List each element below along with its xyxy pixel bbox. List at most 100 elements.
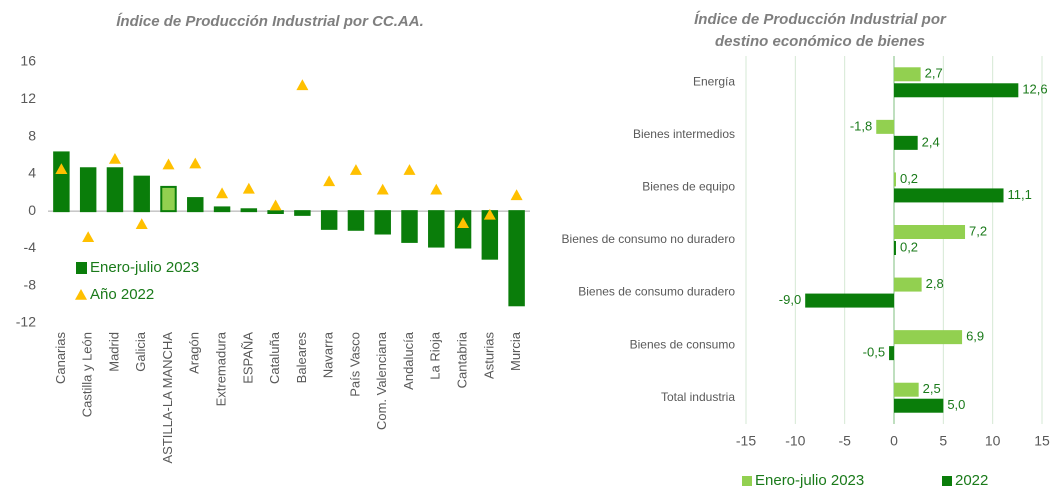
- data-label: -1,8: [850, 118, 872, 133]
- title-line: Índice de Producción Industrial por: [694, 11, 947, 28]
- data-label: 2,7: [925, 66, 943, 81]
- marker: [430, 183, 443, 195]
- data-label: 0,2: [900, 239, 918, 254]
- data-label: 5,0: [947, 397, 965, 412]
- bar: [133, 175, 150, 213]
- y-tick-label: 16: [20, 53, 36, 69]
- bar: [894, 172, 896, 187]
- x-tick-label: Baleares: [294, 332, 309, 384]
- marker: [510, 189, 523, 201]
- x-tick-label: -15: [736, 433, 756, 449]
- marker: [55, 163, 68, 174]
- bar: [454, 210, 472, 249]
- bar: [106, 167, 124, 213]
- y-tick-label: -4: [24, 239, 37, 255]
- bar: [894, 83, 1019, 98]
- marker: [242, 182, 255, 194]
- bar: [320, 210, 338, 230]
- x-tick-label: Andalucía: [401, 331, 416, 390]
- y-tick-label: -8: [24, 276, 37, 292]
- y-tick-label: Bienes de equipo: [642, 180, 735, 194]
- x-tick-label: Navarra: [321, 331, 336, 378]
- y-tick-label: Bienes de consumo no duradero: [562, 232, 736, 246]
- legend-swatch: [75, 289, 87, 300]
- marker: [483, 208, 496, 220]
- bar: [213, 206, 231, 213]
- marker: [457, 217, 470, 229]
- bar: [53, 151, 70, 213]
- x-tick-label: Cataluña: [267, 331, 282, 384]
- y-tick-label: Energía: [693, 74, 735, 88]
- bar: [187, 197, 204, 213]
- x-tick-label: Aragón: [187, 332, 202, 374]
- marker: [162, 158, 175, 170]
- y-tick-label: Bienes intermedios: [633, 127, 735, 141]
- x-tick-label: ASTILLA-LA MANCHA: [160, 332, 175, 464]
- title-line: destino económico de bienes: [715, 33, 925, 50]
- marker: [189, 157, 202, 169]
- y-tick-label: 0: [28, 202, 36, 218]
- bar: [79, 167, 97, 213]
- data-label: -0,5: [863, 345, 885, 360]
- bar: [889, 346, 894, 361]
- x-tick-label: 5: [939, 433, 947, 449]
- bar: [160, 185, 177, 213]
- x-tick-label: 10: [985, 433, 1001, 449]
- marker: [323, 175, 336, 187]
- x-tick-label: -10: [785, 433, 805, 449]
- bar: [267, 210, 284, 215]
- bar: [805, 293, 894, 308]
- marker: [376, 183, 389, 195]
- legend-swatch: [742, 476, 752, 486]
- bar: [876, 119, 894, 134]
- bar: [240, 208, 258, 213]
- y-tick-label: -12: [16, 314, 36, 330]
- bar: [894, 135, 918, 150]
- x-tick-label: Asturias: [481, 332, 496, 379]
- x-tick-label: Galicia: [133, 331, 148, 372]
- bar: [894, 382, 919, 397]
- y-tick-label: 12: [20, 90, 36, 106]
- x-tick-label: ESPAÑA: [240, 332, 255, 384]
- bar: [428, 210, 445, 248]
- marker: [135, 218, 148, 229]
- bar: [894, 241, 896, 255]
- bar: [294, 210, 311, 216]
- x-tick-label: Com. Valenciana: [374, 331, 389, 430]
- data-label: 11,1: [1008, 187, 1032, 202]
- x-tick-label: 15: [1034, 433, 1050, 449]
- data-label: 2,5: [923, 381, 941, 396]
- marker: [269, 199, 282, 211]
- x-tick-label: La Rioja: [428, 331, 443, 379]
- legend-swatch: [76, 262, 87, 274]
- x-tick-label: País Vasco: [347, 332, 362, 397]
- data-label: 7,2: [969, 223, 987, 238]
- data-label: 2,4: [922, 134, 940, 149]
- chart-title: Índice de Producción Industrial por CC.A…: [116, 13, 424, 30]
- x-tick-label: Canarias: [53, 332, 68, 385]
- bar: [894, 398, 944, 413]
- marker: [349, 164, 362, 175]
- marker: [108, 152, 121, 164]
- x-tick-label: -5: [838, 433, 851, 449]
- y-tick-label: Bienes de consumo duradero: [578, 285, 735, 299]
- y-tick-label: 8: [28, 127, 36, 143]
- bar: [347, 210, 365, 231]
- x-tick-label: Cantabria: [454, 331, 469, 388]
- bar: [894, 188, 1004, 203]
- x-tick-label: Castilla y León: [80, 332, 95, 417]
- marker: [296, 79, 309, 91]
- data-label: 12,6: [1022, 82, 1047, 97]
- legend-label: Enero-julio 2023: [755, 472, 864, 489]
- marker: [82, 231, 95, 243]
- x-tick-label: Madrid: [106, 332, 121, 372]
- marker: [403, 164, 416, 175]
- legend-label: 2022: [955, 472, 988, 489]
- bar: [894, 225, 966, 239]
- data-label: -9,0: [779, 292, 801, 307]
- y-tick-label: Bienes de consumo: [630, 337, 736, 351]
- bar: [894, 277, 922, 292]
- bar: [508, 210, 525, 307]
- data-label: 6,9: [966, 329, 984, 344]
